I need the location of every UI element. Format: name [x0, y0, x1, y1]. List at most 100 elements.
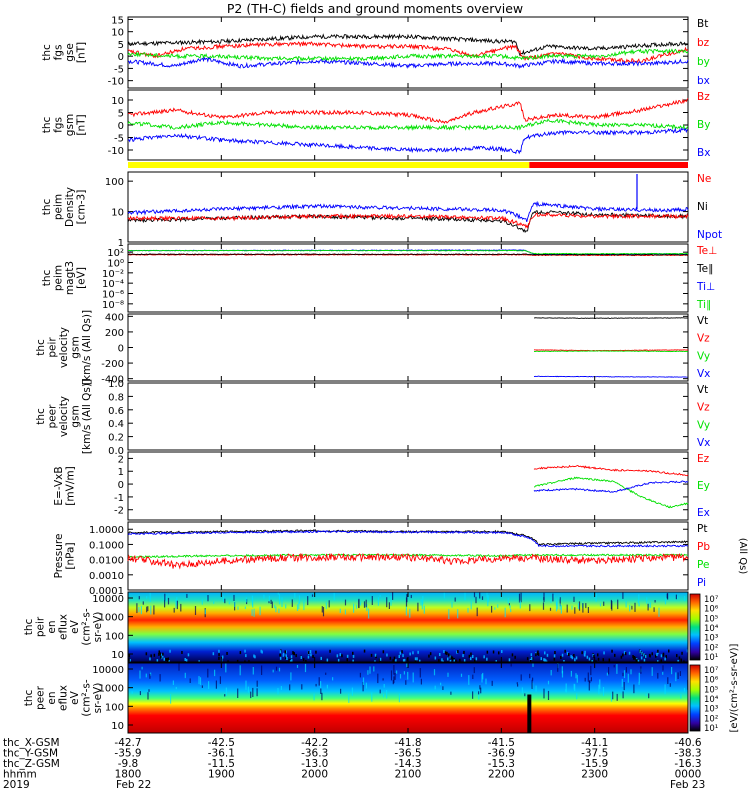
spectrogram-streak: [405, 606, 407, 616]
y-axis-label-line: magt3: [64, 261, 76, 295]
spectrogram-noise: [656, 653, 658, 656]
spectrogram-streak: [184, 672, 186, 679]
spectrogram-noise: [452, 657, 454, 661]
y-axis-label: thcpeimmagt3[eV]: [41, 261, 88, 295]
time-row-label: thc_Z-GSM: [3, 758, 60, 770]
spectrogram-streak: [139, 691, 141, 696]
y-tick-label: 0.0100: [89, 556, 124, 567]
spectrogram-noise: [162, 654, 164, 658]
spectrogram-streak: [549, 607, 552, 611]
spectrogram-streak: [153, 605, 155, 615]
spectrogram-noise: [463, 659, 466, 662]
spectrogram-streak: [298, 601, 300, 610]
spectrogram-streak: [366, 604, 368, 612]
spectrogram-streak: [603, 601, 605, 606]
spectrogram-streak: [547, 680, 550, 685]
y-axis-label-line: en: [46, 620, 58, 633]
y-axis-label: thcpeimDensity[cm-3]: [41, 187, 88, 227]
spectrogram-streak: [358, 599, 360, 609]
y-axis-label: thcpeirvelocitygsm[km/s (All Qs)]: [35, 310, 93, 385]
series-line-Ne: [127, 212, 689, 230]
spectrogram-noise: [187, 653, 190, 657]
spectrogram-streak: [201, 598, 203, 605]
spectrogram-streak: [560, 605, 562, 614]
spectrogram-streak: [561, 666, 563, 674]
spectrogram-streak: [145, 673, 147, 678]
y-axis-label-line: eflux: [58, 614, 70, 640]
y-axis-label-line: Density: [64, 187, 76, 227]
y-tick-label: 1000: [99, 684, 124, 695]
y-axis-label-line: velocity: [58, 396, 70, 437]
spectrogram-streak: [307, 596, 309, 606]
spectrogram-streak: [259, 606, 261, 616]
y-axis-label-line: thc: [35, 339, 47, 356]
spectrogram-noise: [218, 656, 220, 660]
y-axis-label-line: thc: [35, 408, 47, 425]
spectrogram-streak: [332, 677, 334, 681]
y-tick-label: 10⁻⁸: [102, 300, 124, 311]
spectrogram-noise: [544, 651, 546, 655]
spectrogram-streak: [399, 674, 402, 679]
spectrogram-noise: [402, 659, 405, 663]
spectrogram-noise: [640, 656, 643, 660]
spectrogram-streak: [407, 671, 409, 680]
y-tick-label: 10²: [107, 248, 124, 259]
spectrogram-streak: [679, 671, 681, 676]
spectrogram-streak: [207, 595, 209, 602]
spectrogram-streak: [558, 596, 560, 600]
spectrogram-streak: [325, 602, 327, 610]
time-tick-value: -36.5: [394, 748, 421, 760]
spectrogram-streak: [499, 594, 502, 598]
spectrogram-noise: [546, 653, 549, 657]
spectrogram-streak: [353, 603, 355, 613]
spectrogram-streak: [224, 598, 226, 604]
series-line-Bz: [127, 98, 689, 124]
y-tick-label: 0.1000: [89, 540, 124, 551]
y-axis-label-line: fgs: [53, 117, 65, 133]
spectrogram-noise: [341, 654, 343, 658]
spectrogram-noise: [554, 651, 556, 654]
spectrogram-streak: [570, 670, 572, 677]
spectrogram-noise: [531, 657, 534, 660]
spectrogram-streak: [574, 607, 576, 614]
y-tick-label: -5: [114, 134, 124, 145]
spectrogram-noise: [453, 659, 455, 663]
spectrogram-streak: [250, 691, 252, 699]
legend-label: Pe: [697, 559, 709, 571]
spectrogram-streak: [224, 694, 226, 697]
spectrogram-noise: [447, 657, 449, 661]
spectrogram-streak: [494, 607, 496, 610]
spectrogram-streak: [390, 670, 393, 681]
spectrogram-streak: [141, 666, 143, 670]
spectrogram-streak: [550, 670, 552, 676]
spectrogram-streak: [321, 606, 323, 613]
spectrogram-noise: [288, 659, 291, 663]
spectrogram-noise: [395, 658, 397, 662]
spectrogram-streak: [647, 603, 649, 611]
spectrogram-noise: [664, 657, 666, 661]
legend-label: Te⊥: [696, 245, 717, 257]
y-axis-label-line: thc: [41, 270, 53, 287]
spectrogram-streak: [553, 595, 555, 598]
spectrogram-noise: [218, 649, 220, 653]
spectrogram-noise: [279, 656, 282, 660]
panel-electric-field: 2 1 0 -1 -2 E=-VxB[mV/m] Ez Ey Ex: [53, 451, 710, 521]
spectrogram-noise: [468, 654, 471, 658]
time-tick-value: -15.9: [581, 758, 608, 770]
spectrogram-noise: [295, 654, 297, 658]
spectrogram-streak: [576, 674, 578, 683]
spectrogram-streak: [464, 592, 466, 601]
spectrogram-noise: [352, 651, 354, 655]
spectrogram-streak: [281, 597, 283, 607]
y-axis-label-line: thc: [41, 44, 53, 61]
spectrogram-streak: [274, 604, 276, 609]
y-axis-label-line: gsm: [70, 336, 82, 358]
spectrogram-noise: [660, 654, 663, 658]
spectrogram-noise: [429, 652, 432, 656]
series-line-Vy: [533, 350, 689, 353]
spectrogram-noise: [483, 655, 485, 659]
spectrogram-streak: [555, 598, 558, 606]
spectrogram-streak: [420, 599, 422, 606]
colorbar-tick-label: 10³: [704, 634, 718, 644]
